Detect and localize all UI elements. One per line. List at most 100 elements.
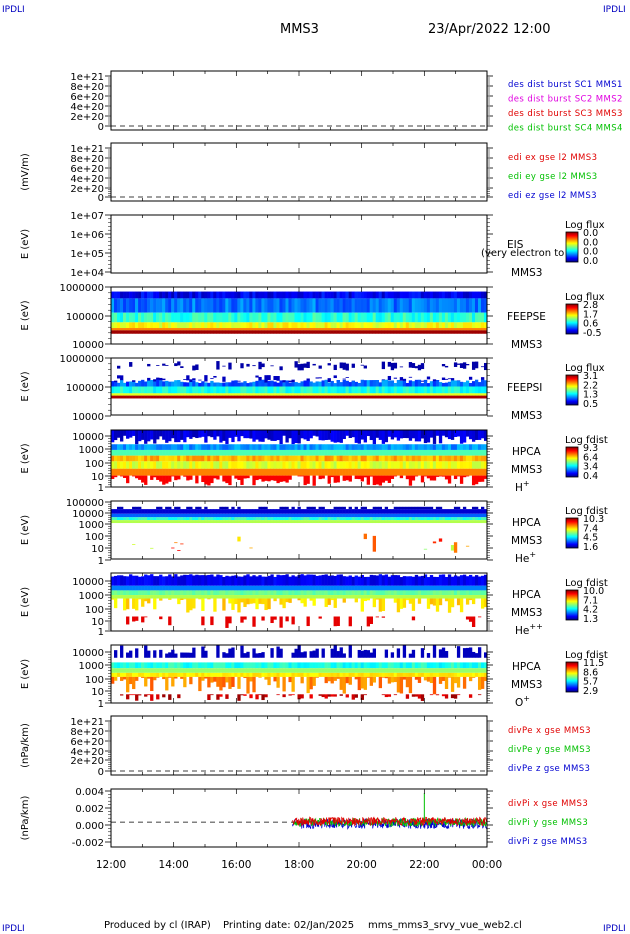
x-tick-label: 22:00 [409,859,439,871]
heatmap-cell [210,330,214,334]
heatmap-cell [345,380,349,387]
heatmap-cell [336,585,340,591]
heatmap-cell [456,461,461,469]
heatmap-cell [294,509,298,514]
heatmap-cell [432,430,437,444]
heatmap-cell [180,668,184,673]
heatmap-cell [258,291,262,299]
heatmap-cell [468,455,473,462]
heatmap-cell [315,590,319,596]
heatmap-cell [180,662,184,669]
heatmap-cell [216,475,220,480]
heatmap-cell [402,506,407,510]
heatmap-cell [255,328,259,331]
heatmap-cell [369,380,373,387]
heatmap-cell [447,662,452,669]
heatmap-cell [126,517,130,521]
heatmap-cell [138,393,142,396]
heatmap-cell [144,322,148,329]
heatmap-cell [255,291,259,299]
heatmap-cell [321,393,325,396]
heatmap-cell [309,509,313,514]
heatmap-cell [381,461,386,469]
heatmap-cell [120,444,124,450]
heatmap-cell [246,444,250,450]
heatmap-cell [195,517,199,521]
heatmap-cell [378,676,383,689]
heatmap-cell [366,455,370,462]
heatmap-cell [168,312,172,323]
heatmap-cell [147,455,151,462]
heatmap-cell [177,393,181,396]
heatmap-cell [408,449,413,456]
heatmap-cell [237,676,241,689]
heatmap-cell [471,506,476,510]
heatmap-cell [276,449,280,456]
heatmap-cell [225,672,229,677]
heatmap-cell [231,312,235,323]
heatmap-cell [414,468,419,476]
legend-entry: divPe y gse MMS3 [508,745,591,755]
heatmap-cell [387,330,392,334]
heatmap-cell [477,386,482,394]
heatmap-cell [219,662,223,669]
colorbar-tick-label: 8.6 [583,667,598,678]
heatmap-cell [207,662,211,669]
heatmap-cell [132,328,136,331]
heatmap-cell [471,590,476,596]
heatmap-cell [390,298,395,313]
heatmap-cell [459,449,464,456]
heatmap-cell [147,322,151,329]
y-tick-label: 10000 [72,577,104,588]
heatmap-cell [243,590,247,596]
heatmap-cell [276,520,280,524]
heatmap-cell [408,362,413,368]
heatmap-cell [189,509,193,514]
heatmap-cell [294,595,298,599]
heatmap-cell [114,513,118,518]
heatmap-cell [258,513,262,518]
heatmap-cell [126,595,130,599]
heatmap-cell [264,509,268,514]
heatmap-cell [345,517,349,521]
heatmap-cell [267,430,271,440]
heatmap-cell [180,444,184,450]
heatmap-cell [477,647,482,658]
heatmap-cell [447,378,452,380]
heatmap-cell [375,468,380,476]
heatmap-cell [246,298,250,313]
heatmap-cell [162,517,166,521]
heatmap-cell [258,380,262,387]
heatmap-cell [252,330,256,334]
heatmap-cell [141,668,145,673]
heatmap-cell [432,645,437,658]
heatmap-cell [228,322,232,329]
heatmap-cell [375,662,380,669]
heatmap-cell [339,676,343,690]
heatmap-cell [153,330,157,334]
heatmap-cell [264,672,268,677]
heatmap-cell [381,312,386,323]
heatmap-cell [411,513,416,518]
heatmap-cell [396,291,401,299]
heatmap-cell [354,676,358,680]
heatmap-cell [165,386,169,394]
heatmap-cell [243,330,247,334]
heatmap-cell [306,595,310,599]
heatmap-cell [270,393,274,396]
heatmap-cell [432,598,437,606]
heatmap-cell [123,330,127,334]
heatmap-cell [114,393,118,396]
heatmap-cell [435,509,440,514]
heatmap-cell [186,393,190,396]
heatmap-cell [324,312,328,323]
heatmap-cell [396,598,401,613]
heatmap-cell [393,386,398,394]
heatmap-cell [429,520,434,524]
heatmap-cell [171,475,175,477]
heatmap-cell [300,574,304,586]
overlay-note-text: (very electron to [481,248,564,259]
heatmap-cell [303,444,307,450]
heatmap-cell [420,449,425,456]
heatmap-cell [141,461,145,469]
